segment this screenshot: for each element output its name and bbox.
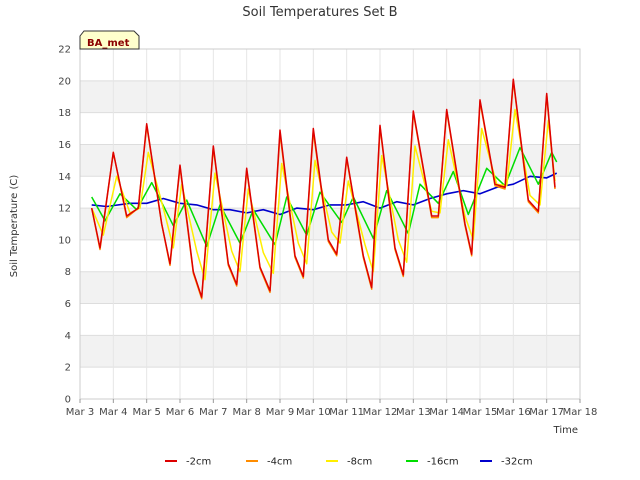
y-tick-label: 10 [58,235,71,246]
series-line-minus-2cm [90,78,556,298]
y-tick-label: 4 [65,331,71,342]
x-tick-label: Mar 16 [496,407,531,418]
plot-background-bands [80,49,580,399]
background-band [80,80,580,113]
plot-frame [79,48,581,400]
y-tick-label: 0 [65,395,71,406]
background-band [80,144,580,177]
background-band [80,112,580,145]
site-label-box [79,30,140,50]
series-line-minus-16cm [91,146,558,248]
y-tick-label: 14 [58,172,71,183]
legend-label: -8cm [347,457,372,468]
y-tick-label: 18 [58,108,71,119]
background-band [80,303,580,336]
x-tick-label: Mar 17 [529,407,564,418]
chart-title: Soil Temperatures Set B [242,5,397,20]
y-axis-ticks: 0 2 4 6 8 10 12 14 16 18 20 22 [58,45,71,406]
background-band [80,335,580,368]
y-tick-label: 22 [58,45,71,56]
y-tick-label: 2 [65,363,71,374]
x-tick-label: Mar 5 [132,407,160,418]
site-label-badge: BA_met [79,30,140,50]
x-tick-label: Mar 6 [166,407,194,418]
x-tick-label: Mar 15 [463,407,498,418]
y-tick-label: 12 [58,204,71,215]
background-band [80,367,580,399]
y-tick-label: 8 [65,267,71,278]
x-tick-label: Mar 14 [429,407,464,418]
legend-label: -4cm [267,457,292,468]
x-tick-label: Mar 7 [199,407,227,418]
y-tick-label: 20 [58,76,71,87]
y-axis-title: Soil Temperature (C) [9,175,20,278]
y-tick-label: 16 [58,140,71,151]
background-band [80,271,580,304]
x-tick-label: Mar 18 [563,407,598,418]
x-tick-label: Mar 4 [99,407,127,418]
x-tick-label: Mar 11 [329,407,364,418]
series-layer [90,78,558,300]
x-axis-title: Time [553,425,578,436]
legend-label: -32cm [501,457,533,468]
legend: -2cm -4cm -8cm -16cm -32cm [165,457,533,468]
x-axis-ticks: Mar 3 Mar 4 Mar 5 Mar 6 Mar 7 Mar 8 Mar 9 Mar 1… [66,399,598,418]
legend-label: -16cm [427,457,459,468]
legend-label: -2cm [186,457,211,468]
x-tick-label: Mar 9 [266,407,294,418]
x-tick-label: Mar 13 [396,407,431,418]
background-band [80,49,580,81]
y-tick-label: 6 [65,299,71,310]
site-label: BA_met [87,38,130,49]
x-tick-label: Mar 3 [66,407,94,418]
series-line-minus-8cm [91,108,556,281]
x-tick-label: Mar 10 [296,407,331,418]
x-tick-label: Mar 12 [363,407,398,418]
x-tick-label: Mar 8 [232,407,260,418]
